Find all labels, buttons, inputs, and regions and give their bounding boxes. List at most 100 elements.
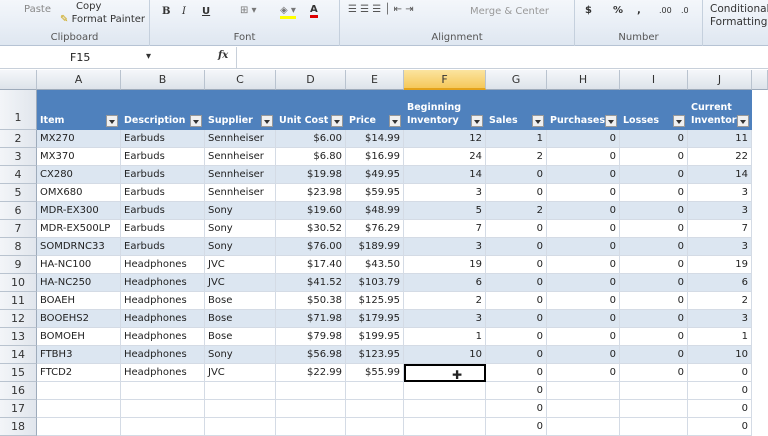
table-cell[interactable]: 0 [688, 400, 752, 418]
fx-button[interactable]: fx [218, 50, 229, 61]
table-cell[interactable]: JVC [205, 364, 276, 382]
table-cell[interactable]: $125.95 [346, 292, 404, 310]
row-header-3[interactable]: 3 [0, 148, 37, 166]
row-header-17[interactable]: 17 [0, 400, 37, 418]
table-cell[interactable]: $123.95 [346, 346, 404, 364]
table-cell[interactable]: $50.38 [276, 292, 346, 310]
table-cell[interactable]: 2 [688, 292, 752, 310]
bold-button[interactable]: B [162, 6, 171, 17]
table-cell[interactable]: 0 [547, 220, 620, 238]
row-header-2[interactable]: 2 [0, 130, 37, 148]
filter-dropdown-icon[interactable] [331, 115, 343, 127]
table-cell[interactable]: Earbuds [121, 202, 205, 220]
table-cell[interactable]: $22.99 [276, 364, 346, 382]
table-cell[interactable]: Sony [205, 238, 276, 256]
table-cell[interactable] [121, 382, 205, 400]
table-cell[interactable]: Earbuds [121, 166, 205, 184]
table-cell[interactable]: 0 [547, 274, 620, 292]
table-cell[interactable]: $6.00 [276, 130, 346, 148]
table-cell[interactable]: 0 [486, 382, 547, 400]
table-cell[interactable]: 3 [404, 238, 486, 256]
table-cell[interactable]: MX270 [37, 130, 121, 148]
table-cell[interactable]: $19.98 [276, 166, 346, 184]
table-cell[interactable]: Sennheiser [205, 148, 276, 166]
table-cell[interactable]: 0 [486, 292, 547, 310]
table-cell[interactable]: Earbuds [121, 184, 205, 202]
table-cell[interactable] [346, 382, 404, 400]
table-cell[interactable] [37, 418, 121, 436]
filter-dropdown-icon[interactable] [190, 115, 202, 127]
font-color-button[interactable]: A [310, 4, 318, 18]
table-cell[interactable] [547, 418, 620, 436]
table-cell[interactable]: 0 [620, 220, 688, 238]
table-cell[interactable]: $199.95 [346, 328, 404, 346]
table-cell[interactable]: SOMDRNC33 [37, 238, 121, 256]
table-cell[interactable]: Sennheiser [205, 166, 276, 184]
table-cell[interactable]: $43.50 [346, 256, 404, 274]
table-cell[interactable]: 0 [547, 256, 620, 274]
table-cell[interactable] [205, 400, 276, 418]
percent-button[interactable]: % [613, 5, 624, 16]
table-cell[interactable]: $59.95 [346, 184, 404, 202]
table-cell[interactable]: $6.80 [276, 148, 346, 166]
comma-button[interactable]: , [637, 5, 641, 16]
filter-dropdown-icon[interactable] [261, 115, 273, 127]
table-cell[interactable]: 10 [688, 346, 752, 364]
row-header-16[interactable]: 16 [0, 382, 37, 400]
borders-icon[interactable]: ⊞ ▾ [240, 5, 257, 16]
row-header-9[interactable]: 9 [0, 256, 37, 274]
table-cell[interactable]: 0 [486, 328, 547, 346]
table-cell[interactable]: 0 [486, 418, 547, 436]
table-cell[interactable]: 0 [547, 346, 620, 364]
italic-button[interactable]: I [182, 6, 186, 17]
table-cell[interactable]: Headphones [121, 310, 205, 328]
table-cell[interactable]: BOMOEH [37, 328, 121, 346]
table-cell[interactable] [620, 400, 688, 418]
row-header-4[interactable]: 4 [0, 166, 37, 184]
column-header-C[interactable]: C [205, 70, 276, 90]
table-cell[interactable]: Headphones [121, 346, 205, 364]
row-header-15[interactable]: 15 [0, 364, 37, 382]
table-cell[interactable]: 1 [404, 328, 486, 346]
table-cell[interactable]: 22 [688, 148, 752, 166]
underline-button[interactable]: U [202, 6, 211, 17]
row-header-14[interactable]: 14 [0, 346, 37, 364]
table-cell[interactable]: $79.98 [276, 328, 346, 346]
table-cell[interactable]: 19 [404, 256, 486, 274]
table-cell[interactable]: 0 [547, 202, 620, 220]
table-cell[interactable]: $76.29 [346, 220, 404, 238]
table-cell[interactable]: MDR-EX300 [37, 202, 121, 220]
table-cell[interactable]: 1 [486, 130, 547, 148]
table-cell[interactable] [121, 400, 205, 418]
row-header-1[interactable]: 1 [0, 90, 37, 130]
table-cell[interactable]: 0 [547, 328, 620, 346]
table-cell[interactable]: 12 [404, 130, 486, 148]
column-header-J[interactable]: J [688, 70, 752, 90]
filter-dropdown-icon[interactable] [532, 115, 544, 127]
table-cell[interactable]: FTBH3 [37, 346, 121, 364]
table-cell[interactable]: 0 [688, 418, 752, 436]
table-cell[interactable]: 7 [688, 220, 752, 238]
table-cell[interactable]: MX370 [37, 148, 121, 166]
table-cell[interactable] [205, 382, 276, 400]
column-header-A[interactable]: A [37, 70, 121, 90]
row-header-5[interactable]: 5 [0, 184, 37, 202]
table-cell[interactable]: 0 [620, 292, 688, 310]
table-cell[interactable]: 0 [620, 166, 688, 184]
table-cell[interactable]: Sennheiser [205, 184, 276, 202]
table-cell[interactable]: Headphones [121, 364, 205, 382]
table-cell[interactable]: 0 [486, 346, 547, 364]
table-cell[interactable]: 3 [404, 184, 486, 202]
table-cell[interactable]: 0 [486, 166, 547, 184]
table-cell[interactable]: $76.00 [276, 238, 346, 256]
table-cell[interactable]: $14.99 [346, 130, 404, 148]
table-cell[interactable]: $19.60 [276, 202, 346, 220]
table-cell[interactable]: 0 [486, 364, 547, 382]
table-cell[interactable]: 0 [688, 364, 752, 382]
table-cell[interactable]: 0 [547, 130, 620, 148]
row-header-7[interactable]: 7 [0, 220, 37, 238]
table-cell[interactable]: 0 [620, 148, 688, 166]
column-header-B[interactable]: B [121, 70, 205, 90]
table-cell[interactable]: 3 [688, 310, 752, 328]
table-cell[interactable]: 24 [404, 148, 486, 166]
